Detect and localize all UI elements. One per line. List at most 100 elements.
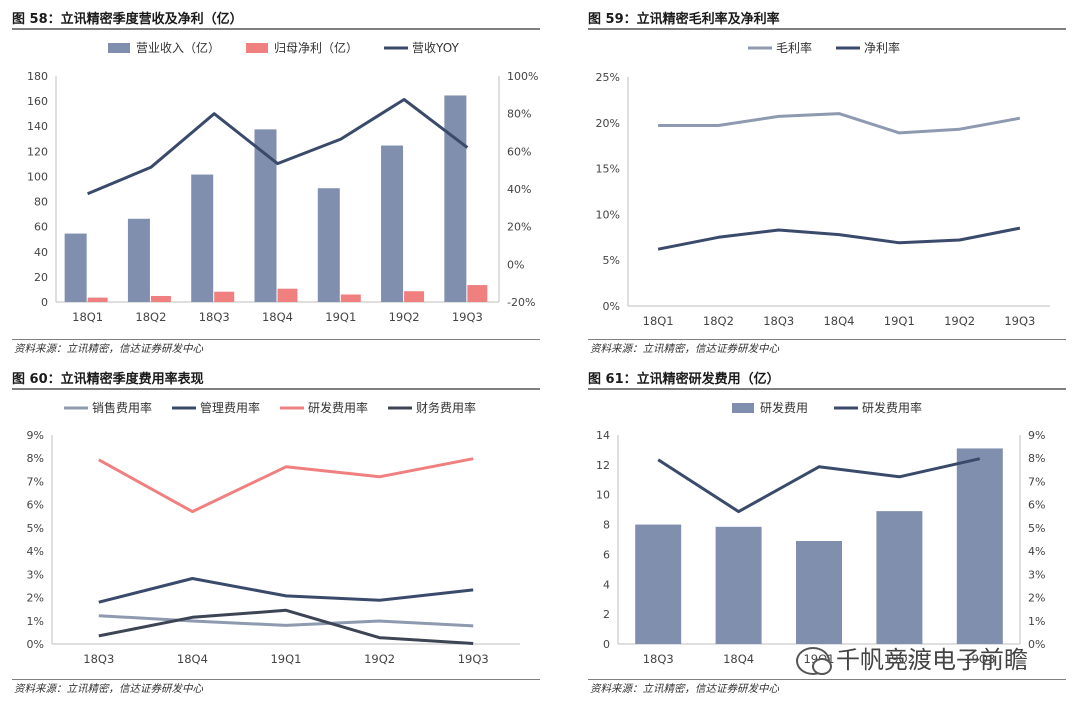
source-note-59: 资料来源：立讯精密，信达证券研发中心 <box>590 343 779 355</box>
watermark: 千帆竞渡电子前瞻 <box>796 640 1066 675</box>
legend-label: 净利率 <box>864 40 900 55</box>
y-tick-label: 3% <box>27 568 44 581</box>
bar-1 <box>715 526 762 644</box>
bar-2 <box>214 291 235 302</box>
title-rule <box>588 388 1066 390</box>
bar-1 <box>127 218 150 302</box>
source-note-60: 资料来源：立讯精密，信达证券研发中心 <box>14 683 203 695</box>
x-tick-label: 18Q1 <box>643 314 674 328</box>
y-tick-label: 20 <box>34 271 48 284</box>
legend-label: 营收YOY <box>412 41 459 55</box>
x-tick-label: 18Q3 <box>763 314 794 328</box>
y2-tick-label: 80% <box>507 108 531 121</box>
chart-60-svg: 销售费用率 管理费用率 研发费用率 财务费用率 0% 1% 2% 3% 4% 5% 6% 7% 8% 9%… <box>27 400 520 666</box>
x-tick-label: 18Q3 <box>83 652 114 666</box>
legend-label: 研发费用 <box>760 400 808 415</box>
legend-label: 销售费用率 <box>92 400 152 415</box>
y-tick-label: 8% <box>27 452 44 465</box>
legend-label: 财务费用率 <box>416 400 476 415</box>
legend-label: 归母净利（亿） <box>274 40 358 55</box>
x-tick-label: 18Q4 <box>177 652 208 666</box>
x-tick-label: 18Q3 <box>199 310 230 324</box>
y-tick-label: 80 <box>34 196 48 209</box>
legend-swatch <box>732 403 754 413</box>
source-rule <box>12 339 540 340</box>
x-tick-label: 18Q3 <box>643 652 674 666</box>
y-tick-label: 1% <box>27 615 44 628</box>
bar-2 <box>467 285 488 302</box>
bar-1 <box>381 145 404 302</box>
y2-tick-label: 7% <box>1028 475 1045 488</box>
bar-2 <box>404 291 425 302</box>
y-tick-label: 120 <box>27 145 48 158</box>
y2-tick-label: 3% <box>1028 568 1045 581</box>
title-rule <box>12 388 540 390</box>
legend-label: 营业收入（亿） <box>136 40 220 55</box>
title-rule <box>588 28 1066 30</box>
y-tick-label: 10% <box>596 208 620 221</box>
y-tick-label: 2 <box>603 608 610 621</box>
bar-2 <box>340 294 361 302</box>
y2-tick-label: 4% <box>1028 545 1045 558</box>
legend-label: 管理费用率 <box>200 400 260 415</box>
y-tick-label: 20% <box>596 117 620 130</box>
x-tick-label: 18Q4 <box>723 652 754 666</box>
y2-tick-label: 6% <box>1028 499 1045 512</box>
bar-1 <box>64 233 87 302</box>
y-tick-label: 0% <box>27 638 44 651</box>
x-tick-label: 19Q1 <box>884 314 915 328</box>
wechat-icon <box>796 647 832 675</box>
x-tick-label: 19Q3 <box>964 652 995 666</box>
x-tick-label: 19Q3 <box>1004 314 1035 328</box>
y-tick-label: 5% <box>603 254 620 267</box>
x-tick-label: 19Q2 <box>944 314 975 328</box>
series-line-1 <box>658 112 1021 135</box>
source-note-58: 资料来源：立讯精密，信达证券研发中心 <box>14 343 203 355</box>
y2-tick-label: 0% <box>507 258 524 271</box>
chart-panel-60: 图 60：立讯精密季度费用率表现 销售费用率 管理费用率 研发费用率 财务费用率 0% 1… <box>12 368 540 698</box>
y-tick-label: 0 <box>41 296 48 309</box>
legend-swatch <box>246 43 269 53</box>
series-line-3 <box>87 98 469 196</box>
y-tick-label: 160 <box>27 95 48 108</box>
y-tick-label: 40 <box>34 246 48 259</box>
y-tick-label: 4% <box>27 545 44 558</box>
legend-label: 毛利率 <box>776 40 812 55</box>
y2-tick-label: 5% <box>1028 522 1045 535</box>
chart-58-svg: 营业收入（亿） 归母净利（亿） 营收YOY 0 20 40 60 80 100 120 140 160… <box>27 40 538 324</box>
y-tick-label: 7% <box>27 475 44 488</box>
y-tick-label: 180 <box>27 70 48 83</box>
bar-1 <box>796 540 842 644</box>
chart-title-60: 图 60：立讯精密季度费用率表现 <box>12 372 204 387</box>
x-tick-label: 19Q2 <box>364 652 395 666</box>
y-tick-label: 2% <box>27 592 44 605</box>
x-tick-label: 19Q1 <box>270 652 301 666</box>
x-tick-label: 18Q2 <box>135 310 166 324</box>
chart-title-58: 图 58：立讯精密季度营收及净利（亿） <box>12 12 243 27</box>
chart-61-svg: 研发费用 研发费用率 0 2 4 6 8 10 12 14 0% 1% 2% 3% 4% 5% 6% 7% 8% 9%… <box>596 400 1045 666</box>
series-line-4 <box>98 608 474 645</box>
y-tick-label: 4 <box>603 578 610 591</box>
y2-tick-label: 2% <box>1028 592 1045 605</box>
y2-tick-label: 40% <box>507 183 531 196</box>
legend-label: 研发费用率 <box>308 400 368 415</box>
bar-2 <box>87 297 108 302</box>
y-tick-label: 14 <box>596 429 610 442</box>
y-tick-label: 10 <box>596 489 610 502</box>
x-tick-label: 19Q2 <box>884 652 915 666</box>
series-line-2 <box>98 577 474 604</box>
y-tick-label: 140 <box>27 120 48 133</box>
y2-tick-label: 60% <box>507 145 531 158</box>
bar-1 <box>444 95 467 302</box>
y2-tick-label: 9% <box>1028 429 1045 442</box>
x-tick-label: 19Q3 <box>452 310 483 324</box>
y-tick-label: 9% <box>27 429 44 442</box>
bar-2 <box>150 295 171 302</box>
bar-1 <box>191 174 214 302</box>
source-rule <box>12 679 540 680</box>
chart-panel-59: 图 59：立讯精密毛利率及净利率 毛利率 净利率 0% 5% 10% 15% 20% 25% 1… <box>588 8 1066 358</box>
title-rule <box>12 28 540 30</box>
bar-1 <box>254 129 277 302</box>
x-tick-label: 18Q4 <box>823 314 854 328</box>
source-rule <box>588 339 1066 340</box>
